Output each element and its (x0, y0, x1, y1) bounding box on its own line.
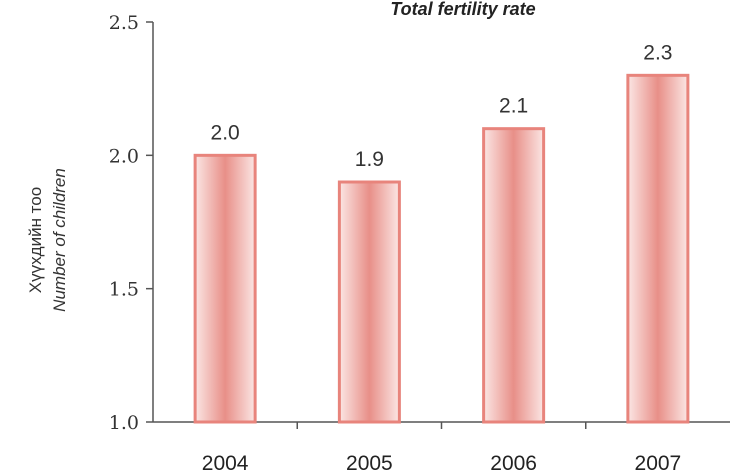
chart-title: Total fertility rate (390, 0, 535, 19)
y-axis-label: Хүүхдийн тоо Number of children (26, 168, 69, 312)
bar-2005 (337, 180, 401, 424)
bar-2007 (626, 73, 690, 424)
y-axis: 1.0 1.5 2.0 2.5 (109, 12, 154, 434)
data-label-2005: 1.9 (355, 148, 384, 171)
y-tick-label: 2.0 (109, 145, 139, 167)
data-labels: 2.0 1.9 2.1 2.3 (211, 41, 673, 171)
y-tick-label: 2.5 (109, 12, 139, 34)
bar-2004 (193, 153, 257, 424)
y-tick-label: 1.5 (109, 279, 139, 301)
y-axis-label-main: Хүүхдийн тоо (26, 187, 45, 293)
bar-2006 (482, 127, 546, 424)
x-axis: 2004 2005 2006 2007 (153, 421, 730, 475)
data-label-2007: 2.3 (643, 41, 672, 64)
bars (193, 73, 690, 424)
data-label-2004: 2.0 (211, 121, 240, 144)
data-label-2006: 2.1 (499, 95, 528, 118)
x-tick-label: 2004 (202, 452, 249, 475)
x-tick-label: 2007 (635, 452, 682, 475)
y-axis-label-sub: Number of children (50, 168, 69, 312)
x-tick-label: 2006 (490, 452, 537, 475)
y-tick-label: 1.0 (109, 412, 139, 434)
x-tick-label: 2005 (346, 452, 393, 475)
